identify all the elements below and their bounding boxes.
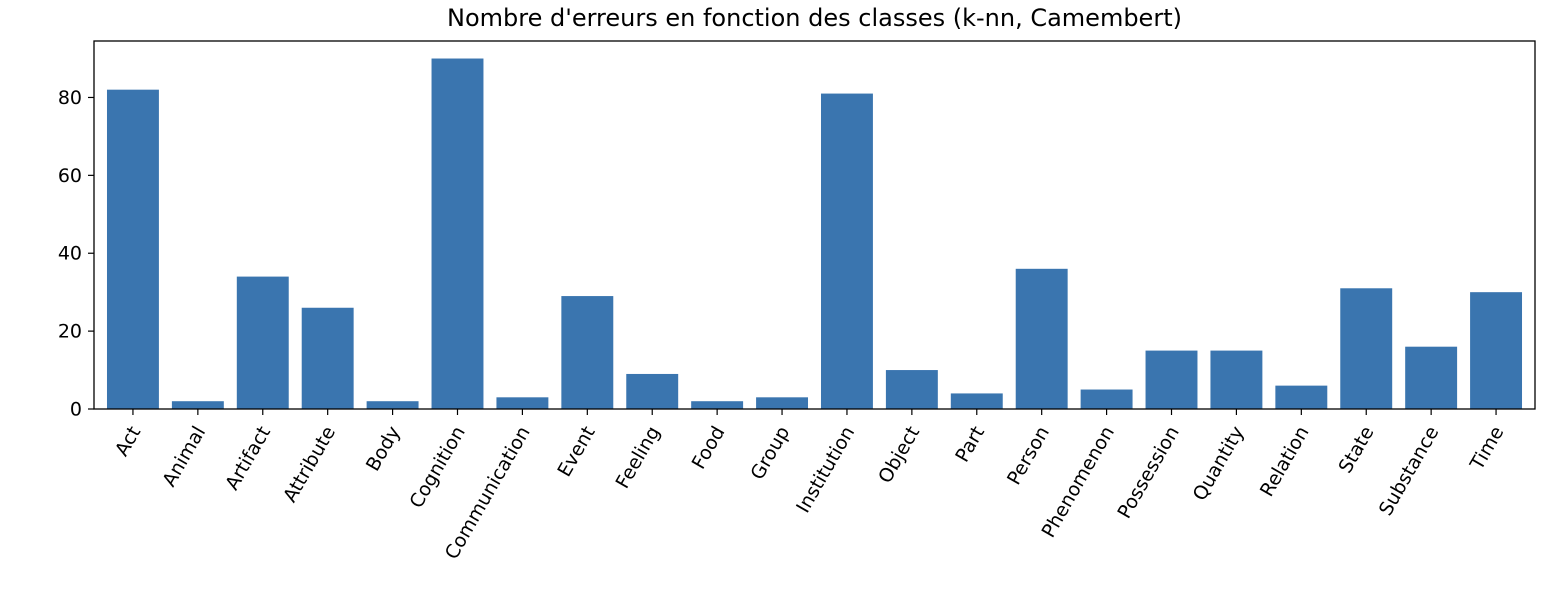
bar-object [885, 370, 938, 409]
x-tick-label: Institution [792, 423, 859, 517]
x-tick-label: Object [874, 423, 924, 488]
x-tick-label: Food [688, 423, 730, 473]
bar-phenomenon [1080, 389, 1133, 409]
x-tick-label: Feeling [612, 423, 665, 493]
x-tick-label: Act [111, 423, 145, 460]
x-tick-label: Possession [1113, 423, 1183, 523]
y-axis: 0 20 40 60 80 [58, 87, 94, 421]
bar-substance [1405, 346, 1458, 409]
bar-act [106, 89, 159, 409]
y-tick-label: 40 [58, 243, 82, 265]
bar-food [691, 401, 744, 409]
x-axis: Act Animal Artifact Attribute Body CognitionC… [111, 409, 1508, 563]
bar-event [561, 296, 614, 409]
bar-relation [1275, 385, 1328, 409]
bar-feeling [626, 373, 679, 409]
x-tick-label: Artifact [221, 423, 275, 494]
bar-possession [1145, 350, 1198, 409]
x-tick-label: Substance [1375, 423, 1444, 520]
bars-group [106, 58, 1523, 410]
bar-body [366, 401, 419, 409]
bar-person [1015, 268, 1068, 409]
bar-time [1470, 292, 1523, 409]
bar-attribute [301, 307, 354, 409]
x-tick-label: Time [1466, 423, 1509, 475]
x-tick-label: Event [553, 423, 599, 481]
x-tick-label: Relation [1256, 423, 1314, 501]
bar-quantity [1210, 350, 1263, 409]
x-tick-label: Body [362, 423, 405, 476]
x-tick-label: Group [746, 423, 794, 484]
x-tick-label: Quantity [1189, 423, 1249, 505]
y-tick-label: 0 [70, 399, 82, 421]
bar-animal [171, 401, 224, 409]
chart-title: Nombre d'erreurs en fonction des classes… [447, 4, 1182, 32]
y-tick-label: 80 [58, 87, 82, 109]
plot-frame [93, 40, 1536, 410]
bar-group [756, 397, 809, 409]
bar-cognition [431, 58, 484, 410]
x-tick-label: Part [951, 423, 989, 466]
bar-part [950, 393, 1003, 409]
bar-artifact [236, 276, 289, 409]
bar-institution [820, 93, 873, 410]
y-tick-label: 60 [58, 165, 82, 187]
y-tick-label: 20 [58, 321, 82, 343]
x-tick-label: State [1334, 423, 1378, 478]
x-tick-label: Cognition [405, 423, 469, 513]
bar-state [1340, 288, 1393, 409]
x-tick-label: Person [1003, 423, 1054, 489]
x-tick-label: Attribute [279, 423, 340, 507]
bar-communication [496, 397, 549, 409]
x-tick-label: Animal [158, 423, 210, 491]
